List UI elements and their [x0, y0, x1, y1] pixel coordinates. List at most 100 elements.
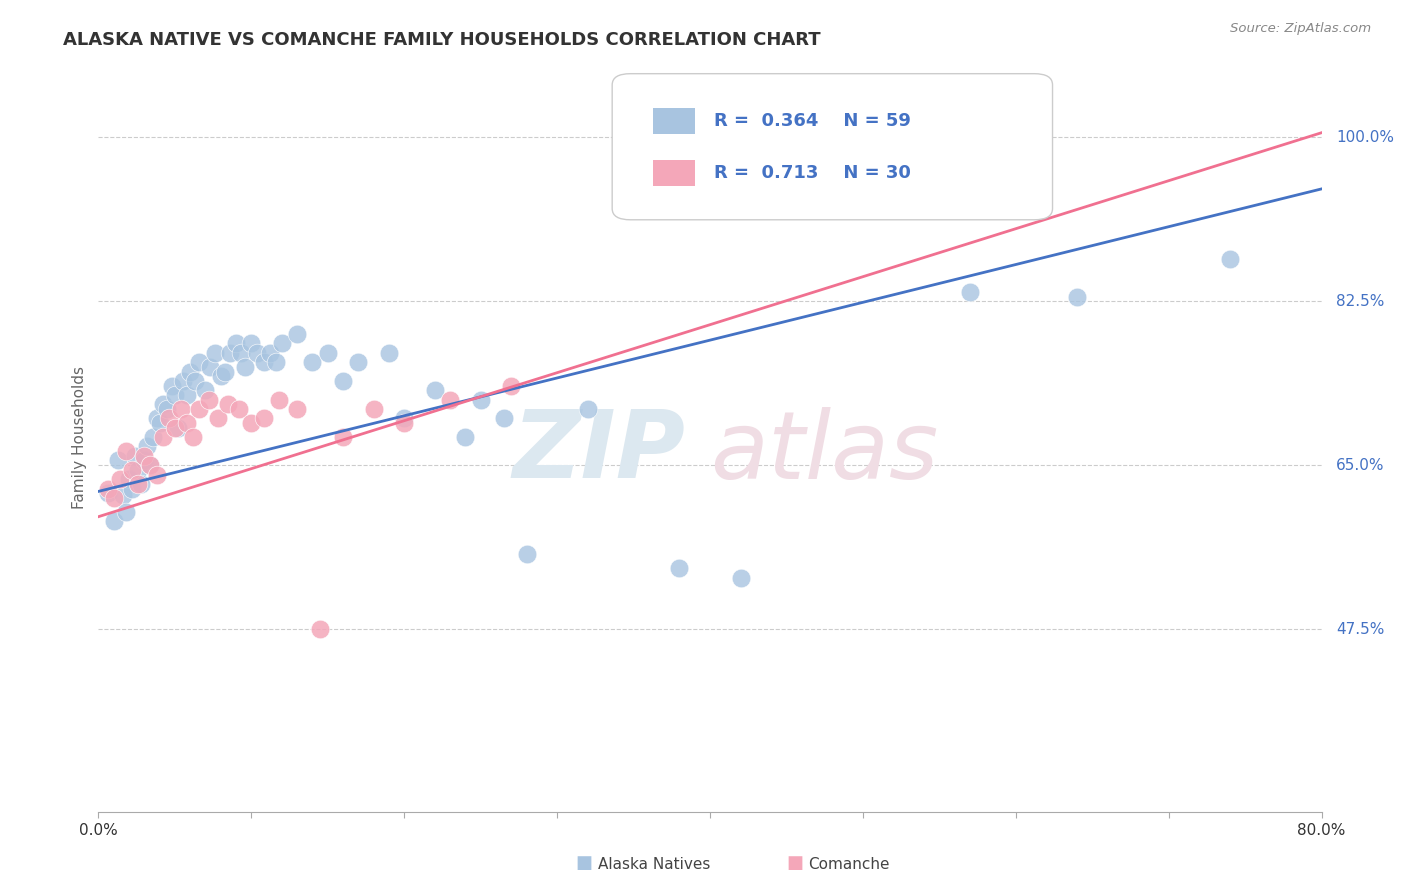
Point [197, 392, 219, 407]
Point [516, 547, 538, 561]
Text: 82.5%: 82.5% [1336, 293, 1385, 309]
Point [501, 378, 523, 392]
Text: 47.5%: 47.5% [1336, 622, 1385, 637]
Point [252, 411, 274, 425]
Point [145, 411, 167, 425]
Point [152, 430, 174, 444]
Text: ■: ■ [786, 855, 803, 872]
Text: 65.0%: 65.0% [1336, 458, 1385, 473]
FancyBboxPatch shape [652, 108, 696, 134]
Text: ■: ■ [575, 855, 592, 872]
Text: atlas: atlas [710, 407, 938, 498]
Point [139, 458, 162, 473]
Point [127, 463, 149, 477]
Point [167, 421, 190, 435]
Text: ALASKA NATIVE VS COMANCHE FAMILY HOUSEHOLDS CORRELATION CHART: ALASKA NATIVE VS COMANCHE FAMILY HOUSEHO… [63, 31, 821, 49]
Point [285, 326, 308, 341]
Point [217, 397, 239, 411]
Point [316, 346, 339, 360]
Point [219, 346, 242, 360]
Point [270, 336, 292, 351]
Point [1066, 289, 1088, 303]
Point [124, 449, 146, 463]
Point [378, 346, 401, 360]
Point [103, 514, 125, 528]
Point [285, 402, 308, 417]
Point [332, 374, 354, 388]
Point [149, 416, 172, 430]
Point [157, 411, 180, 425]
Point [163, 388, 186, 402]
Point [225, 336, 247, 351]
Point [363, 402, 385, 417]
Y-axis label: Family Households: Family Households [72, 366, 87, 508]
Point [252, 355, 274, 369]
Point [209, 369, 232, 384]
Point [423, 384, 446, 398]
Point [194, 384, 217, 398]
Point [107, 453, 129, 467]
Point [668, 561, 690, 575]
Text: ZIP: ZIP [513, 406, 686, 498]
Point [439, 392, 461, 407]
Point [134, 449, 156, 463]
FancyBboxPatch shape [612, 74, 1053, 219]
Point [108, 472, 131, 486]
Point [152, 397, 174, 411]
Point [214, 365, 236, 379]
Point [179, 365, 201, 379]
Point [240, 336, 263, 351]
Point [115, 444, 138, 458]
Point [264, 355, 287, 369]
Point [730, 571, 752, 585]
FancyBboxPatch shape [652, 161, 696, 186]
Point [163, 421, 186, 435]
Point [134, 453, 156, 467]
Point [309, 622, 332, 636]
Point [204, 346, 226, 360]
Point [172, 374, 194, 388]
Point [259, 346, 281, 360]
Point [181, 430, 204, 444]
Point [103, 491, 125, 505]
Text: R =  0.713    N = 30: R = 0.713 N = 30 [714, 164, 911, 182]
Point [184, 374, 207, 388]
Point [470, 392, 492, 407]
Point [97, 486, 120, 500]
Point [207, 411, 229, 425]
Text: Alaska Natives: Alaska Natives [598, 857, 710, 872]
Point [188, 402, 211, 417]
Point [115, 505, 138, 519]
Point [240, 416, 263, 430]
Point [121, 463, 143, 477]
Point [188, 355, 211, 369]
Text: R =  0.364    N = 59: R = 0.364 N = 59 [714, 112, 911, 130]
Point [145, 467, 167, 482]
Point [156, 402, 179, 417]
Point [127, 476, 149, 491]
Point [246, 346, 269, 360]
Point [129, 476, 152, 491]
Point [392, 416, 416, 430]
Point [176, 388, 198, 402]
Point [160, 378, 183, 392]
Point [233, 359, 256, 374]
Point [142, 430, 165, 444]
Point [301, 355, 323, 369]
Point [121, 482, 143, 496]
Point [392, 411, 416, 425]
Text: Source: ZipAtlas.com: Source: ZipAtlas.com [1230, 22, 1371, 36]
Point [229, 346, 252, 360]
Point [97, 482, 120, 496]
Text: Comanche: Comanche [808, 857, 890, 872]
Point [332, 430, 354, 444]
Point [492, 411, 515, 425]
Point [198, 359, 221, 374]
Point [454, 430, 477, 444]
Point [170, 402, 193, 417]
Point [136, 440, 159, 454]
Point [347, 355, 370, 369]
Text: 100.0%: 100.0% [1336, 130, 1395, 145]
Point [139, 458, 162, 473]
Point [267, 392, 290, 407]
